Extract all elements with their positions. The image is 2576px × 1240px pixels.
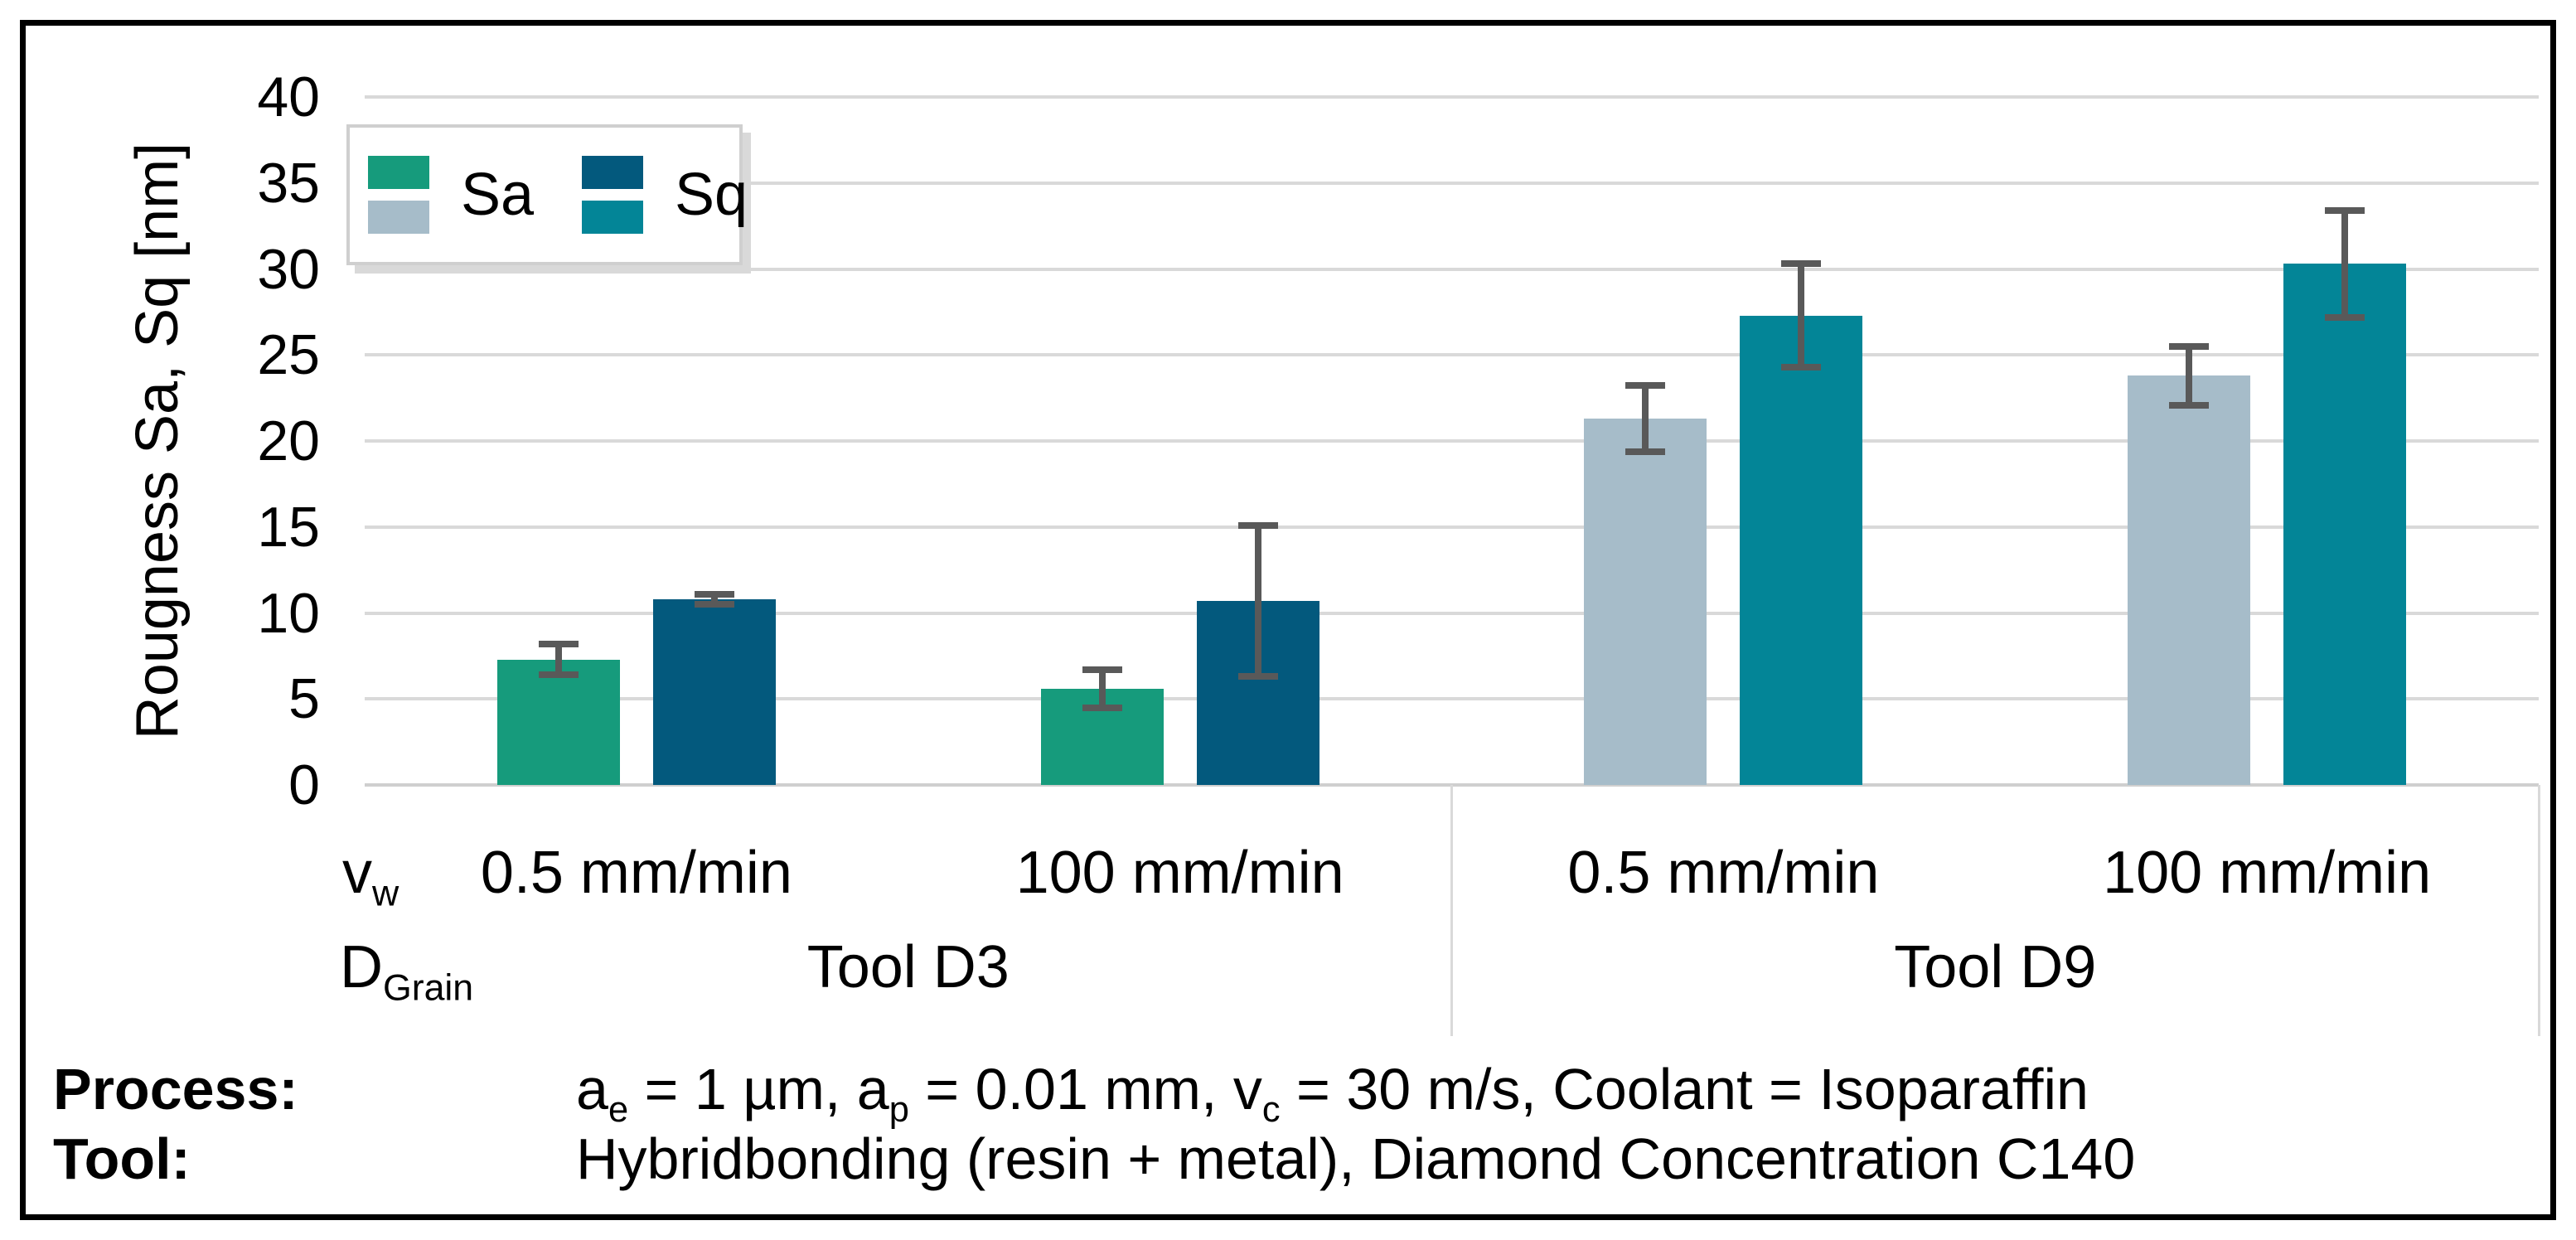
process-text-segment: = 1 µm, bbox=[628, 1057, 857, 1121]
x-axis-group-row: Tool D3 Tool D9 bbox=[365, 930, 2539, 1013]
legend-swatch-sa-d9 bbox=[368, 201, 429, 234]
bar-sa-toold3-0.5 bbox=[496, 659, 620, 785]
y-tick-label-5: 5 bbox=[288, 667, 320, 731]
tool-key: Tool: bbox=[53, 1126, 191, 1191]
legend-label-sa: Sa bbox=[461, 162, 535, 228]
gridline-15 bbox=[365, 525, 2539, 529]
dgrain-subscript: Grain bbox=[383, 967, 474, 1009]
error-bar-line bbox=[1798, 260, 1805, 371]
x-group-label-tool-d9: Tool D9 bbox=[1894, 934, 2097, 1000]
bar-sa-toold9-100 bbox=[2128, 375, 2251, 785]
y-tick-label-15: 15 bbox=[257, 495, 320, 559]
y-tick-label-35: 35 bbox=[257, 151, 320, 215]
bar-sq-toold9-100 bbox=[2283, 264, 2407, 785]
legend-swatch-sq-d3 bbox=[582, 156, 643, 189]
error-bar-cap-top bbox=[694, 590, 734, 598]
process-parameters: ae = 1 µm, ap = 0.01 mm, vc = 30 m/s, Co… bbox=[576, 1054, 2089, 1128]
gridline-25 bbox=[365, 353, 2539, 357]
x-category-label-d3-05: 0.5 mm/min bbox=[480, 840, 792, 906]
error-bar-line bbox=[1098, 666, 1106, 711]
error-bar-line bbox=[1254, 521, 1261, 681]
y-tick-label-30: 30 bbox=[257, 237, 320, 301]
x-category-label-d3-100: 100 mm/min bbox=[1015, 840, 1344, 906]
x-axis-variable-vw: vw bbox=[342, 836, 399, 914]
y-tick-label-25: 25 bbox=[257, 323, 320, 387]
error-bar-line bbox=[1642, 382, 1649, 455]
gridline-40 bbox=[365, 95, 2539, 99]
gridline-35 bbox=[365, 181, 2539, 185]
vw-base: v bbox=[342, 840, 372, 906]
error-bar-line bbox=[2341, 206, 2349, 321]
dgrain-base: D bbox=[340, 934, 383, 1000]
process-subscript: p bbox=[889, 1090, 909, 1130]
legend-entry-sa: Sa bbox=[368, 128, 534, 262]
gridline-20 bbox=[365, 439, 2539, 443]
error-bar-cap-top bbox=[1781, 260, 1822, 268]
process-subscript: c bbox=[1261, 1090, 1281, 1130]
error-bar-cap-top bbox=[2325, 206, 2365, 214]
vw-subscript: w bbox=[372, 873, 399, 914]
bar-sq-toold9-0.5 bbox=[1740, 315, 1863, 785]
legend-swatches-sa bbox=[368, 156, 429, 234]
error-bar-cap-bottom bbox=[2325, 313, 2365, 321]
error-bar-cap-bottom bbox=[1625, 448, 1666, 455]
x-axis-variable-dgrain: DGrain bbox=[340, 930, 474, 1009]
bar-sq-toold3-0.5 bbox=[652, 598, 776, 785]
gridline-30 bbox=[365, 267, 2539, 271]
gridline-5 bbox=[365, 697, 2539, 701]
process-text-segment: = 0.01 mm, bbox=[908, 1057, 1233, 1121]
y-tick-label-40: 40 bbox=[257, 65, 320, 128]
error-bar-cap-bottom bbox=[694, 601, 734, 608]
y-axis-tick-labels: 0 5 10 15 20 25 30 35 40 bbox=[0, 67, 323, 815]
error-bar-cap-bottom bbox=[1082, 704, 1122, 711]
legend-swatch-sa-d3 bbox=[368, 156, 429, 189]
legend-label-sq: Sq bbox=[675, 162, 748, 228]
process-text-segment: v bbox=[1232, 1057, 1262, 1121]
y-tick-label-10: 10 bbox=[257, 581, 320, 645]
error-bar-cap-bottom bbox=[1781, 363, 1822, 371]
process-text-segment: a bbox=[576, 1057, 608, 1121]
x-axis-category-row: 0.5 mm/min 100 mm/min 0.5 mm/min 100 mm/… bbox=[365, 836, 2539, 918]
bar-sa-toold9-0.5 bbox=[1584, 419, 1707, 785]
error-bar-cap-top bbox=[1237, 521, 1278, 529]
error-bar-cap-bottom bbox=[538, 671, 579, 679]
legend-entry-sq: Sq bbox=[582, 128, 748, 262]
process-text-segment: = 30 m/s, Coolant = Isoparaffin bbox=[1280, 1057, 2089, 1121]
process-key: Process: bbox=[53, 1057, 298, 1121]
error-bar-line bbox=[554, 640, 562, 679]
legend-swatches-sq bbox=[582, 156, 643, 234]
error-bar-line bbox=[2186, 342, 2193, 409]
x-category-label-d9-100: 100 mm/min bbox=[2103, 840, 2432, 906]
legend-swatch-sq-d9 bbox=[582, 201, 643, 234]
y-tick-label-20: 20 bbox=[257, 409, 320, 472]
error-bar-cap-top bbox=[2169, 342, 2210, 350]
gridline-10 bbox=[365, 611, 2539, 615]
plot-area bbox=[365, 95, 2539, 787]
x-group-label-tool-d3: Tool D3 bbox=[806, 934, 1010, 1000]
legend: Sa Sq bbox=[346, 124, 748, 265]
x-category-label-d9-05: 0.5 mm/min bbox=[1567, 840, 1880, 906]
error-bar-cap-bottom bbox=[2169, 401, 2210, 409]
error-bar-cap-bottom bbox=[1237, 673, 1278, 681]
process-subscript: e bbox=[608, 1090, 629, 1130]
error-bar-cap-top bbox=[1625, 382, 1666, 390]
tool-description: Hybridbonding (resin + metal), Diamond C… bbox=[576, 1126, 2136, 1191]
error-bar-line bbox=[710, 590, 718, 608]
error-bar-cap-top bbox=[1082, 666, 1122, 673]
process-text-segment: a bbox=[856, 1057, 889, 1121]
axis-right-edge-line bbox=[2537, 785, 2540, 1036]
error-bar-cap-top bbox=[538, 640, 579, 647]
y-tick-label-0: 0 bbox=[288, 753, 320, 816]
group-divider-d3-d9 bbox=[1450, 785, 1453, 1036]
